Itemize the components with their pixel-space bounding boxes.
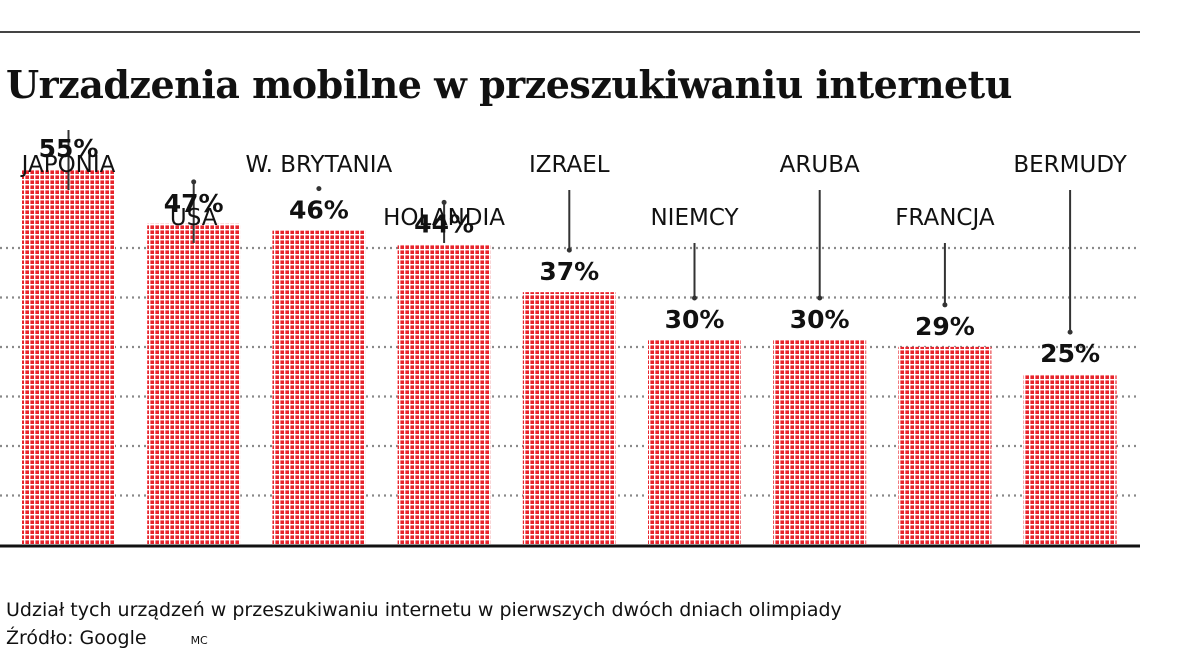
value-label: 46% bbox=[289, 196, 349, 225]
value-label: 44% bbox=[414, 209, 474, 238]
footer: Udział tych urządzeń w przeszukiwaniu in… bbox=[6, 596, 842, 655]
bar-chart: 55%JAPONIA 47%USA 46% W. BRYTANIA 44%HOLANDI… bbox=[0, 130, 1140, 548]
leader-dot bbox=[566, 247, 572, 253]
category-label: IZRAEL bbox=[529, 152, 610, 178]
category-label: BERMUDY bbox=[1013, 152, 1127, 178]
leader-dot bbox=[441, 199, 447, 205]
value-label: 30% bbox=[665, 305, 725, 334]
top-rule bbox=[0, 31, 1140, 33]
category-label: JAPONIA bbox=[20, 152, 116, 178]
leader-dot bbox=[942, 302, 948, 308]
source: Źródło: Google bbox=[6, 627, 147, 649]
bar-francja bbox=[898, 346, 992, 545]
value-label: 47% bbox=[164, 189, 224, 218]
chart-title: Urzadzenia mobilne w przeszukiwaniu inte… bbox=[6, 62, 1012, 107]
leader-dot bbox=[817, 295, 823, 301]
caption: Udział tych urządzeń w przeszukiwaniu in… bbox=[6, 599, 842, 621]
category-label: FRANCJA bbox=[895, 205, 995, 231]
category-label: USA bbox=[170, 205, 218, 231]
value-label: 29% bbox=[915, 312, 975, 341]
bar-japonia bbox=[22, 169, 115, 545]
labels: 55%JAPONIA 47%USA 46% W. BRYTANIA 44%HOLANDI… bbox=[20, 134, 1128, 368]
category-label: HOLANDIA bbox=[383, 205, 505, 231]
category-label: W. BRYTANIA bbox=[246, 152, 393, 178]
bar-holandia bbox=[397, 244, 491, 545]
bar-izrael bbox=[522, 292, 616, 545]
bar-w-brytania bbox=[272, 230, 366, 545]
value-label: 25% bbox=[1040, 339, 1100, 368]
author-initials: MC bbox=[190, 634, 208, 647]
bar-niemcy bbox=[648, 340, 741, 545]
leader-dot bbox=[692, 295, 697, 301]
leader-dot bbox=[316, 186, 322, 192]
leader-dot bbox=[191, 179, 197, 185]
value-label: 30% bbox=[790, 305, 850, 334]
leader-dot bbox=[1067, 329, 1073, 335]
leader-lines bbox=[67, 130, 1073, 335]
category-label: ARUBA bbox=[780, 152, 860, 178]
bar-bermudy bbox=[1023, 374, 1117, 545]
bar-aruba bbox=[773, 340, 867, 545]
value-label: 37% bbox=[539, 257, 599, 286]
category-label: NIEMCY bbox=[650, 205, 739, 231]
value-label: 55% bbox=[39, 134, 99, 163]
bar-usa bbox=[147, 223, 241, 545]
source-line: Źródło: Google MC bbox=[6, 624, 842, 655]
bars bbox=[22, 169, 1117, 545]
